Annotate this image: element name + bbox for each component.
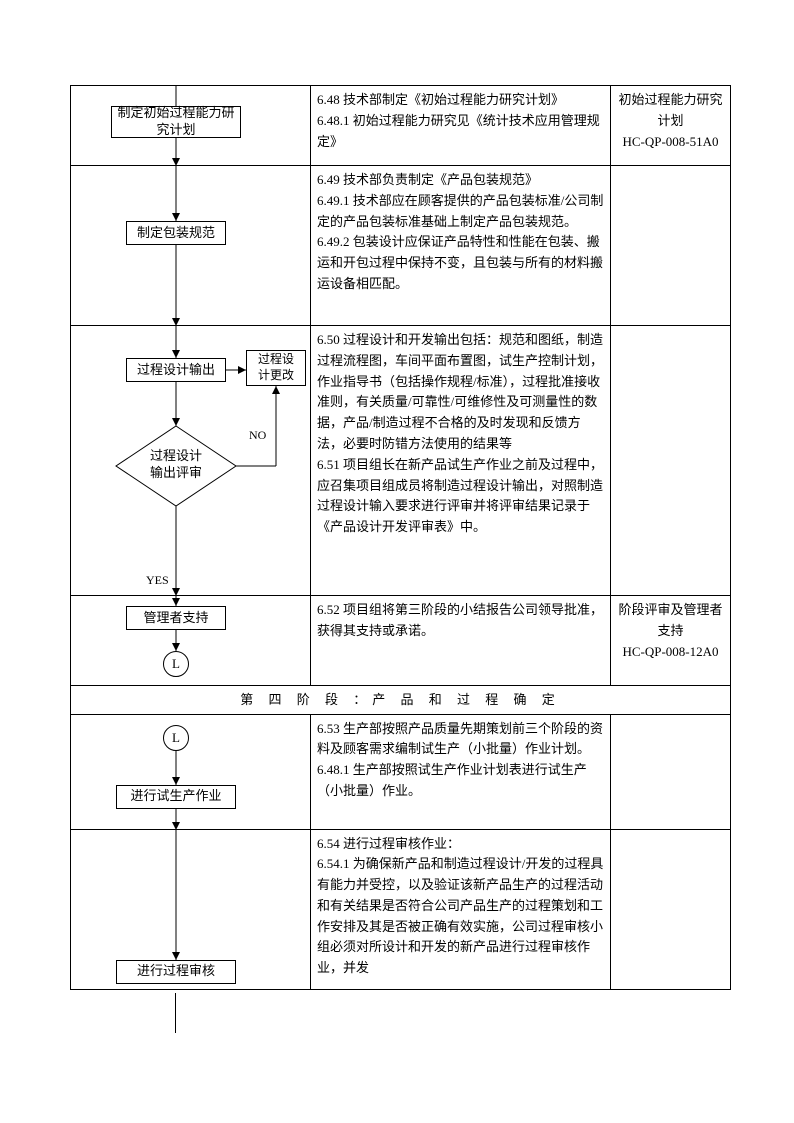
- desc-text-3: 6.50 过程设计和开发输出包括：规范和图纸，制造过程流程图，车间平面布置图，试…: [317, 332, 603, 534]
- ref-cell-5: [611, 714, 731, 829]
- flow-cell-4: 管理者支持 L: [71, 596, 311, 686]
- ref-text-4: 阶段评审及管理者支持HC-QP-008-12A0: [618, 602, 722, 659]
- yes-label: YES: [146, 571, 169, 589]
- desc-cell-5: 6.53 生产部按照产品质量先期策划前三个阶段的资料及顾客需求编制试生产（小批量…: [311, 714, 611, 829]
- flow-box-process-audit: 进行过程审核: [116, 960, 236, 984]
- flow-box-design-change: 过程设计更改: [246, 350, 306, 386]
- ref-cell-4: 阶段评审及管理者支持HC-QP-008-12A0: [611, 596, 731, 686]
- desc-cell-3: 6.50 过程设计和开发输出包括：规范和图纸，制造过程流程图，车间平面布置图，试…: [311, 326, 611, 596]
- flow-cell-3: 过程设计输出 过程设计更改 过程设计输出评审 NO YES: [71, 326, 311, 596]
- desc-text-2: 6.49 技术部负责制定《产品包装规范》6.49.1 技术部应在顾客提供的产品包…: [317, 172, 603, 291]
- flow-cell-6: 进行过程审核: [71, 829, 311, 989]
- desc-text-1: 6.48 技术部制定《初始过程能力研究计划》6.48.1 初始过程能力研究见《统…: [317, 92, 600, 149]
- flow-cell-5: L 进行试生产作业: [71, 714, 311, 829]
- flow-box-mgr-support: 管理者支持: [126, 606, 226, 630]
- ref-cell-2: [611, 166, 731, 326]
- trailing-flow-line: [175, 993, 176, 1033]
- document-page: 制定初始过程能力研究计划 6.48 技术部制定《初始过程能力研究计划》6.48.…: [70, 85, 730, 990]
- flow-box-init-capability: 制定初始过程能力研究计划: [111, 106, 241, 138]
- ref-text-1: 初始过程能力研究计划HC-QP-008-51A0: [618, 92, 722, 149]
- desc-text-6: 6.54 进行过程审核作业：6.54.1 为确保新产品和制造过程设计/开发的过程…: [317, 836, 603, 976]
- desc-cell-4: 6.52 项目组将第三阶段的小结报告公司领导批准，获得其支持或承诺。: [311, 596, 611, 686]
- desc-cell-2: 6.49 技术部负责制定《产品包装规范》6.49.1 技术部应在顾客提供的产品包…: [311, 166, 611, 326]
- flow-cell-2: 制定包装规范: [71, 166, 311, 326]
- diamond-label: 过程设计输出评审: [139, 448, 213, 482]
- desc-text-4: 6.52 项目组将第三阶段的小结报告公司领导批准，获得其支持或承诺。: [317, 602, 603, 638]
- flow-box-trial-production: 进行试生产作业: [116, 785, 236, 809]
- procedure-table: 制定初始过程能力研究计划 6.48 技术部制定《初始过程能力研究计划》6.48.…: [70, 85, 731, 990]
- connector-circle-L-out: L: [163, 651, 189, 677]
- ref-cell-6: [611, 829, 731, 989]
- stage-4-header: 第 四 阶 段 ：产 品 和 过 程 确 定: [71, 686, 731, 715]
- no-label: NO: [249, 426, 266, 444]
- flow-cell-1: 制定初始过程能力研究计划: [71, 86, 311, 166]
- connector-circle-L-in: L: [163, 725, 189, 751]
- desc-cell-6: 6.54 进行过程审核作业：6.54.1 为确保新产品和制造过程设计/开发的过程…: [311, 829, 611, 989]
- ref-cell-1: 初始过程能力研究计划HC-QP-008-51A0: [611, 86, 731, 166]
- desc-cell-1: 6.48 技术部制定《初始过程能力研究计划》6.48.1 初始过程能力研究见《统…: [311, 86, 611, 166]
- ref-cell-3: [611, 326, 731, 596]
- desc-text-5: 6.53 生产部按照产品质量先期策划前三个阶段的资料及顾客需求编制试生产（小批量…: [317, 721, 603, 798]
- flow-box-packaging: 制定包装规范: [126, 221, 226, 245]
- flow-box-design-output: 过程设计输出: [126, 358, 226, 382]
